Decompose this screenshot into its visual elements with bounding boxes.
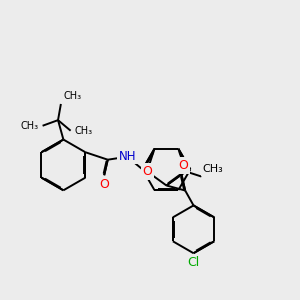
Text: CH₃: CH₃ (203, 164, 224, 174)
Text: CH₃: CH₃ (64, 91, 82, 101)
Text: O: O (142, 165, 152, 178)
Text: CH₃: CH₃ (74, 126, 92, 136)
Text: O: O (99, 178, 109, 191)
Text: NH: NH (118, 150, 136, 163)
Text: CH₃: CH₃ (21, 121, 39, 131)
Text: Cl: Cl (188, 256, 200, 268)
Text: O: O (178, 159, 188, 172)
